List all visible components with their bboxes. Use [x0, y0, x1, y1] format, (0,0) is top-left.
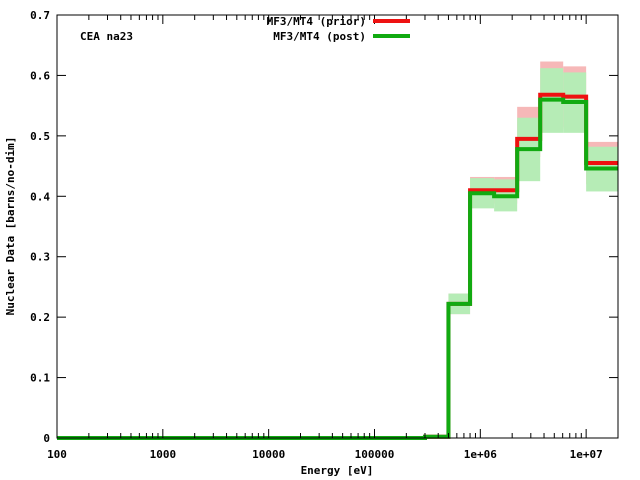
- y-tick-label: 0.2: [30, 311, 50, 324]
- y-tick-label: 0.7: [30, 9, 50, 22]
- y-tick-label: 0.3: [30, 251, 50, 264]
- x-axis-label: Energy [eV]: [301, 464, 374, 477]
- x-tick-label: 10000: [252, 448, 285, 461]
- y-tick-label: 0.1: [30, 372, 50, 385]
- legend-label-post: MF3/MT4 (post): [273, 30, 366, 43]
- x-tick-label: 1000: [150, 448, 177, 461]
- x-axis: 100 1000 10000 100000 1e+06 1e+07: [47, 15, 619, 461]
- y-axis-label: Nuclear Data [barns/no-dim]: [4, 137, 17, 316]
- x-tick-label: 100: [47, 448, 67, 461]
- plot-frame: [56, 14, 619, 439]
- y-tick-label: 0: [43, 432, 50, 445]
- series-line-1: [57, 97, 618, 440]
- legend-label-prior: MF3/MT4 (prior): [267, 15, 366, 28]
- x-tick-label: 1e+06: [464, 448, 497, 461]
- y-axis: 0 0.1 0.2 0.3 0.4 0.5 0.6 0.7: [30, 9, 618, 445]
- x-tick-label: 100000: [355, 448, 395, 461]
- annotation-label: CEA na23: [80, 30, 133, 43]
- y-tick-label: 0.6: [30, 69, 50, 82]
- uncertainty-bands: [424, 61, 618, 438]
- y-tick-label: 0.5: [30, 130, 50, 143]
- y-tick-label: 0.4: [30, 190, 50, 203]
- x-tick-label: 1e+07: [570, 448, 603, 461]
- legend: MF3/MT4 (prior) MF3/MT4 (post): [267, 15, 410, 43]
- series-lines: [57, 92, 618, 440]
